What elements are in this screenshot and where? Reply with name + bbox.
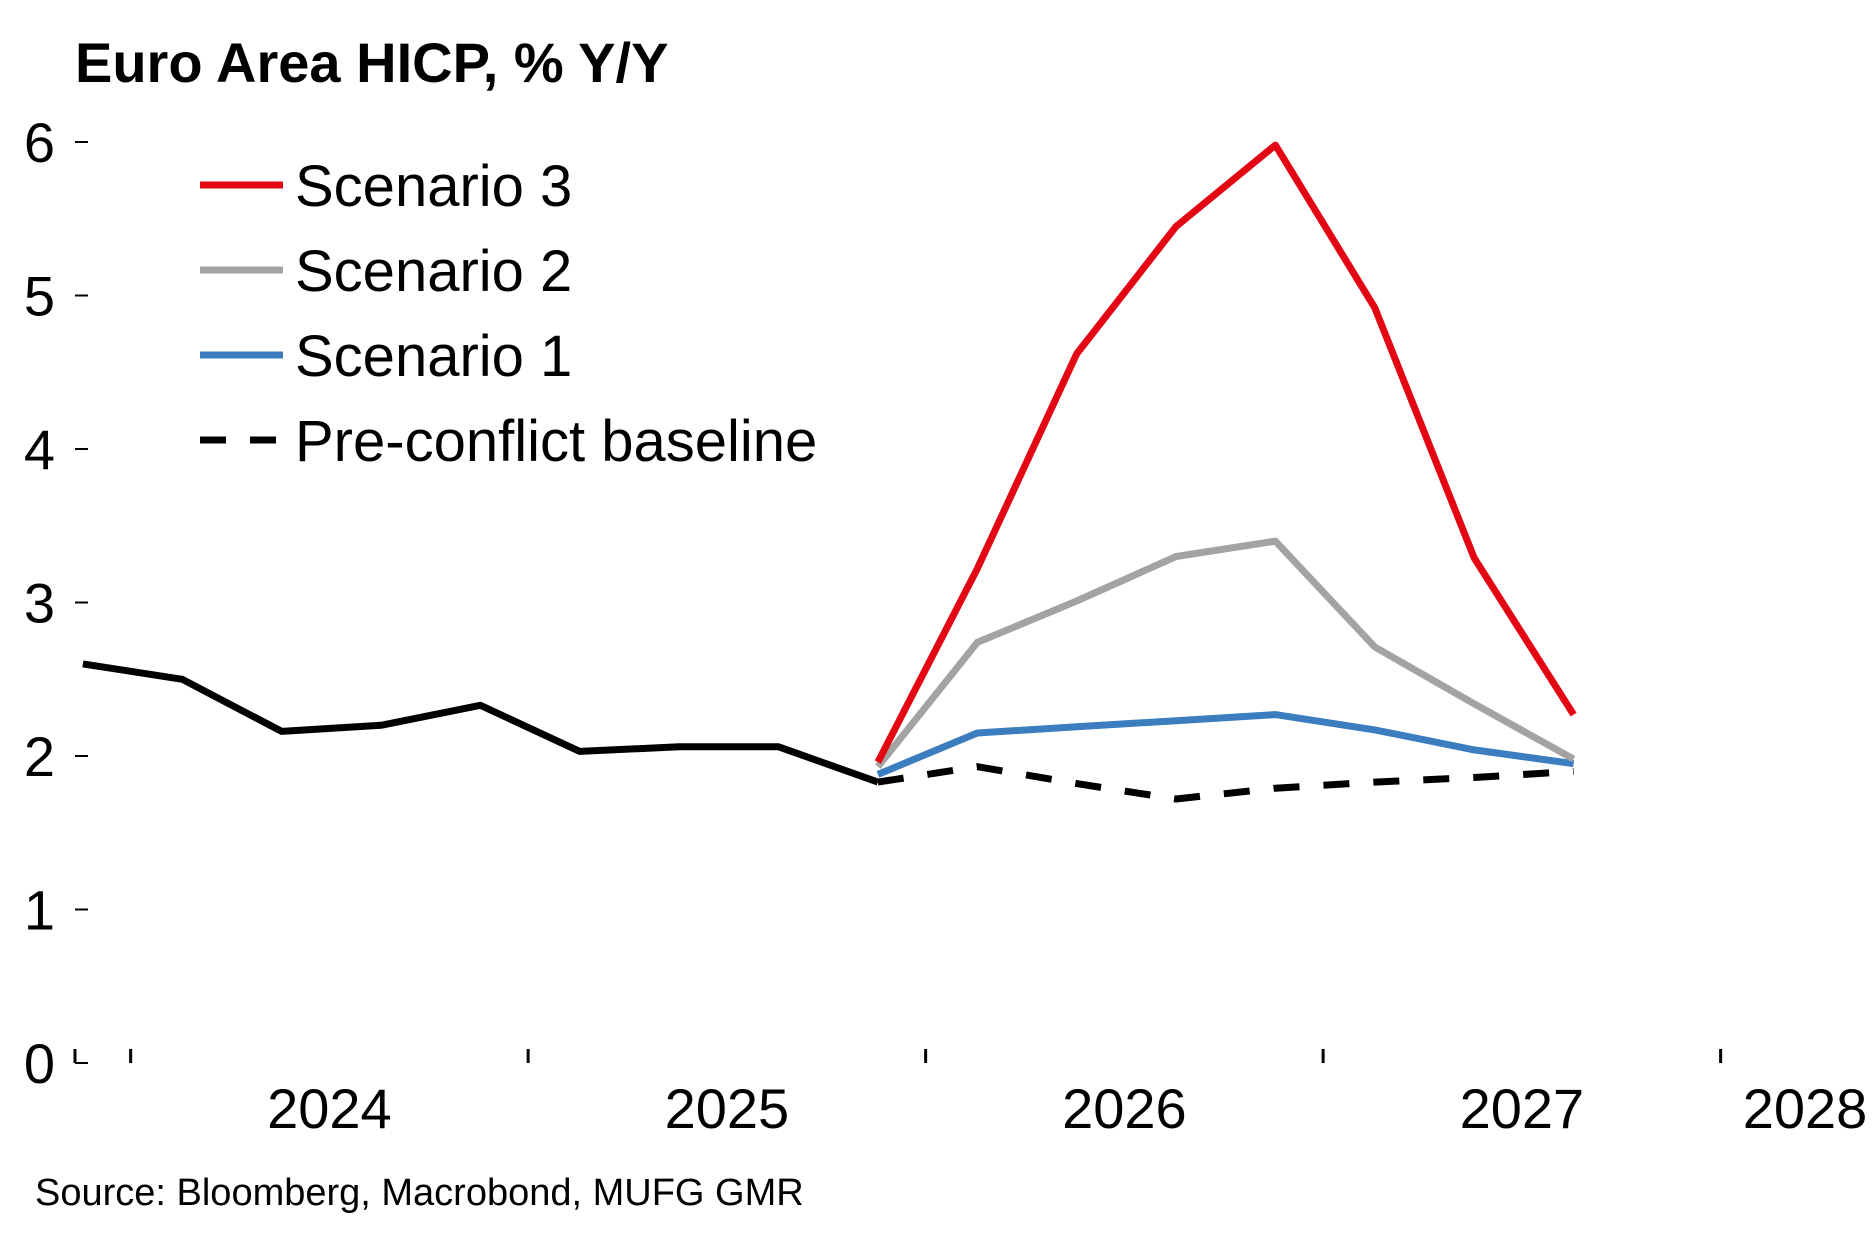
x-tick-label: 2026	[1062, 1077, 1187, 1140]
legend-label: Pre-conflict baseline	[295, 409, 817, 474]
y-tick-label: 2	[24, 725, 55, 788]
y-tick-label: 4	[24, 418, 55, 481]
legend-label: Scenario 1	[295, 324, 572, 389]
chart-axes: 0 1 2 3 4 5 6 2024 2025 2026 2027 2028	[24, 111, 1867, 1140]
y-tick-label: 1	[24, 879, 55, 942]
chart-legend: Scenario 3 Scenario 2 Scenario 1 Pre-confli…	[200, 154, 817, 474]
legend-label: Scenario 3	[295, 154, 572, 219]
series-line-scenario-3	[874, 141, 1577, 764]
history-line	[82, 660, 880, 786]
chart-lines	[82, 141, 1577, 803]
series-line-scenario-1	[876, 711, 1575, 778]
x-tick-label: 2027	[1460, 1077, 1585, 1140]
y-tick-label: 3	[24, 572, 55, 635]
x-tick-label: 2025	[665, 1077, 790, 1140]
chart-title: Euro Area HICP, % Y/Y	[75, 31, 668, 94]
y-tick-label: 0	[24, 1032, 55, 1095]
legend-label: Scenario 2	[295, 239, 572, 304]
x-tick-label: 2028	[1743, 1077, 1868, 1140]
y-tick-label: 6	[24, 111, 55, 174]
series-line-pre-conflict-baseline	[877, 763, 1574, 803]
x-tick-label: 2024	[267, 1077, 392, 1140]
source-note: Source: Bloomberg, Macrobond, MUFG GMR	[35, 1172, 804, 1214]
series-line-scenario-2	[875, 537, 1576, 769]
y-tick-label: 5	[24, 265, 55, 328]
